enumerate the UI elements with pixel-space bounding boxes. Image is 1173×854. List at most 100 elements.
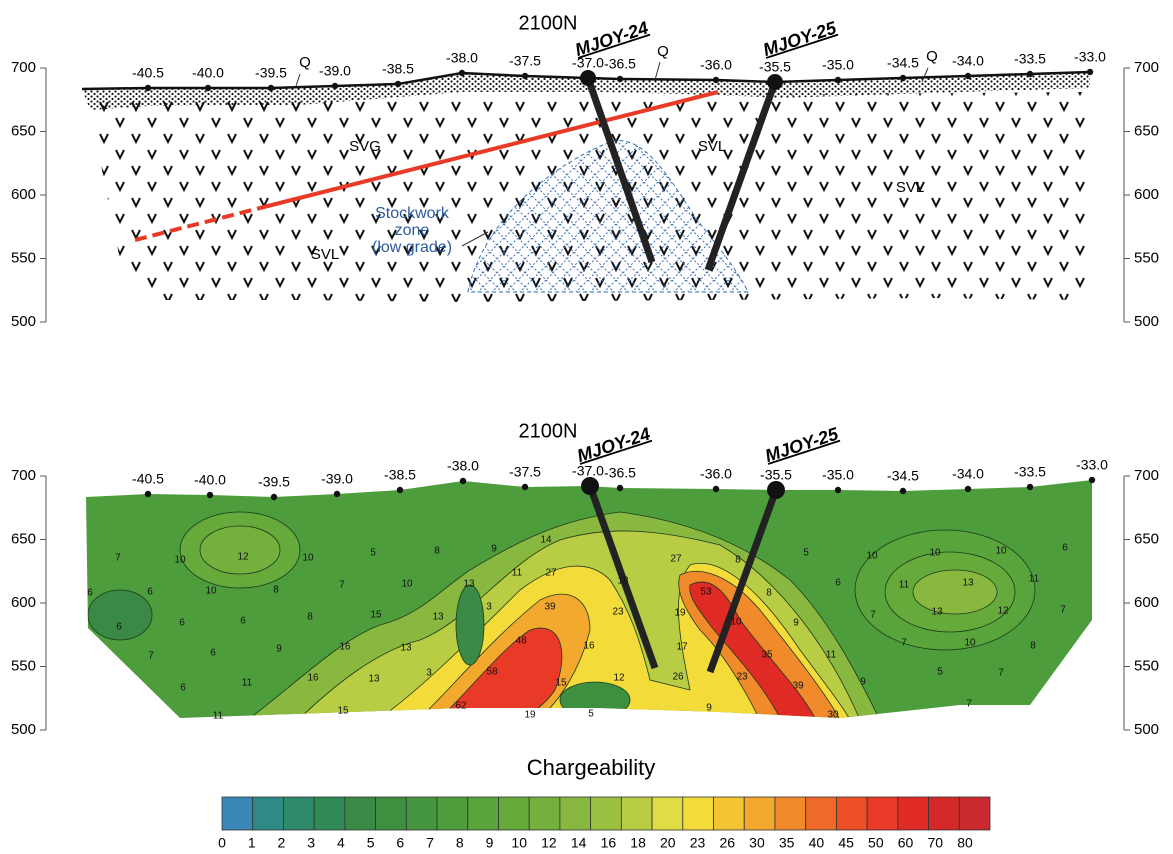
contour-label: 6 xyxy=(835,578,841,589)
contour-label: 3 xyxy=(426,668,432,679)
contour-label: 19 xyxy=(524,710,536,721)
legend-swatch xyxy=(621,797,652,830)
legend-label: 5 xyxy=(367,835,375,851)
legend-swatch xyxy=(959,797,990,830)
contour-label: 11 xyxy=(242,678,253,689)
elevation-label: 600 xyxy=(11,594,36,611)
elevation-label: 650 xyxy=(1134,122,1159,139)
station-marker xyxy=(835,77,841,83)
station-marker xyxy=(397,487,403,493)
contour-label: 16 xyxy=(583,641,595,652)
elevation-label: 650 xyxy=(1134,530,1159,547)
contour-label: 10 xyxy=(866,551,878,562)
station-label: -40.0 xyxy=(192,65,224,81)
elevation-label: 500 xyxy=(11,721,36,738)
contour-label: 7 xyxy=(901,638,907,649)
legend-label: 12 xyxy=(541,835,557,851)
legend-swatch xyxy=(529,797,560,830)
legend-swatch xyxy=(283,797,314,830)
legend-label: 23 xyxy=(690,835,706,851)
contour-label: 15 xyxy=(370,610,382,621)
contour-label: 27 xyxy=(670,554,682,565)
station-label: -34.5 xyxy=(887,55,919,71)
legend-title: Chargeability xyxy=(527,755,655,780)
legend-label: 35 xyxy=(779,835,795,851)
contour-label: 16 xyxy=(307,673,319,684)
unit-label: Q xyxy=(657,43,669,60)
contour-label: 23 xyxy=(612,607,624,618)
contour-label: 7 xyxy=(115,553,121,564)
contour-label: 7 xyxy=(966,699,972,710)
contour-label: 5 xyxy=(803,548,809,559)
station-marker xyxy=(334,491,340,497)
legend-label: 10 xyxy=(511,835,527,851)
station-label: -38.0 xyxy=(447,458,479,474)
page: 2100N 2100N Chargeability -40.5-40.0-39.… xyxy=(0,0,1173,854)
unit-label: Q xyxy=(926,48,938,65)
station-marker xyxy=(835,487,841,493)
legend-swatch xyxy=(929,797,960,830)
legend-label: 60 xyxy=(898,835,914,851)
elevation-label: 700 xyxy=(1134,59,1159,76)
elevation-label: 500 xyxy=(1134,721,1159,738)
station-marker xyxy=(522,484,528,490)
contour-label: 13 xyxy=(368,674,380,685)
contour-label: 7 xyxy=(870,610,876,621)
contour-label: 11 xyxy=(213,711,224,722)
legend-label: 45 xyxy=(838,835,854,851)
legend-swatch xyxy=(560,797,591,830)
station-label: -36.0 xyxy=(700,466,732,482)
contour-label: 58 xyxy=(486,667,498,678)
chargeability-map xyxy=(80,470,1100,730)
legend-label: 16 xyxy=(601,835,617,851)
station-label: -34.0 xyxy=(952,466,984,482)
drillhole-label: MJOY-24 xyxy=(575,424,653,466)
contour-label: 14 xyxy=(540,535,552,546)
station-marker xyxy=(271,494,277,500)
station-label: -37.5 xyxy=(509,464,541,480)
elevation-label: 700 xyxy=(11,467,36,484)
drillhole-label: MJOY-24 xyxy=(573,18,651,60)
legend-label: 7 xyxy=(426,835,434,851)
elevation-label: 550 xyxy=(1134,657,1159,674)
contour-label: 9 xyxy=(491,544,497,555)
station-label: -35.0 xyxy=(822,467,854,483)
legend-swatch xyxy=(498,797,529,830)
legend-label: 18 xyxy=(630,835,646,851)
elevation-label: 500 xyxy=(1134,313,1159,330)
contour-label: 13 xyxy=(931,607,943,618)
contour-label: 3 xyxy=(486,602,492,613)
contour-label: 13 xyxy=(432,612,444,623)
contour-label: 30 xyxy=(827,710,839,721)
contour-label: 10 xyxy=(730,617,742,628)
unit-label: SVL xyxy=(311,246,339,263)
contour-label: 13 xyxy=(463,579,475,590)
elevation-label: 600 xyxy=(11,186,36,203)
station-marker xyxy=(145,85,151,91)
contour-label: 10 xyxy=(205,586,217,597)
elevation-label: 550 xyxy=(1134,249,1159,266)
station-marker xyxy=(965,486,971,492)
station-label: -33.5 xyxy=(1014,51,1046,67)
station-label: -34.5 xyxy=(887,468,919,484)
legend-swatch xyxy=(406,797,437,830)
contour-label: 48 xyxy=(515,636,527,647)
legend-label: 14 xyxy=(571,835,587,851)
contour-label: 62 xyxy=(455,701,467,712)
elevation-label: 600 xyxy=(1134,594,1159,611)
elevation-label: 700 xyxy=(1134,467,1159,484)
legend-label: 1 xyxy=(248,835,256,851)
contour-label: 13 xyxy=(962,578,974,589)
legend-swatch xyxy=(253,797,284,830)
legend-label: 40 xyxy=(809,835,825,851)
station-label: -35.5 xyxy=(760,467,792,483)
station-label: -39.5 xyxy=(255,65,287,81)
contour-label: 26 xyxy=(672,672,684,683)
elevation-label: 550 xyxy=(11,249,36,266)
station-marker xyxy=(585,75,591,81)
elevation-label: 600 xyxy=(1134,186,1159,203)
contour-label: 15 xyxy=(555,678,567,689)
contour-label: 10 xyxy=(929,548,941,559)
contour-label: 39 xyxy=(544,602,556,613)
contour-label: 10 xyxy=(964,638,976,649)
